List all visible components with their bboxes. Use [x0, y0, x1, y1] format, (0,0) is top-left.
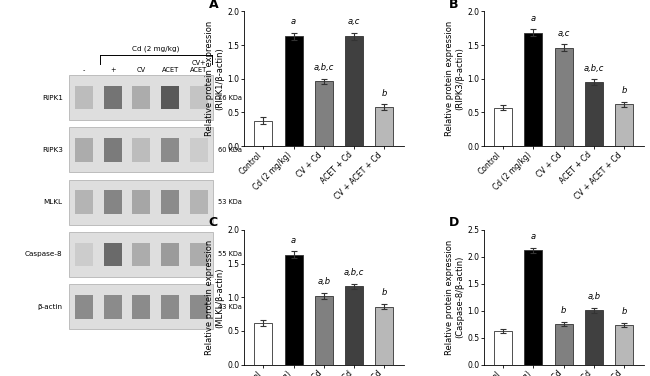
Bar: [190, 243, 208, 266]
Text: a: a: [291, 236, 296, 245]
Bar: [554, 324, 573, 365]
Text: RIPK3: RIPK3: [42, 147, 62, 153]
Text: a,c: a,c: [348, 17, 360, 26]
Bar: [70, 75, 213, 120]
Text: CV+
ACET: CV+ ACET: [190, 60, 207, 73]
Y-axis label: Relative protein expression
(RIPK3/β-actin): Relative protein expression (RIPK3/β-act…: [445, 21, 465, 136]
Bar: [615, 105, 633, 146]
Y-axis label: Relative protein expression
(MLKL/β-actin): Relative protein expression (MLKL/β-acti…: [205, 240, 225, 355]
Text: β-actin: β-actin: [38, 304, 62, 310]
Bar: [585, 310, 603, 365]
Bar: [190, 138, 208, 162]
Bar: [585, 82, 603, 146]
Text: a: a: [291, 17, 296, 26]
Bar: [104, 86, 122, 109]
Text: +: +: [110, 67, 115, 73]
Bar: [161, 86, 179, 109]
Text: 43 KDa: 43 KDa: [218, 304, 242, 310]
Bar: [190, 295, 208, 318]
Text: D: D: [448, 216, 459, 229]
Bar: [75, 190, 93, 214]
Bar: [70, 127, 213, 173]
Text: -: -: [83, 67, 85, 73]
Bar: [104, 138, 122, 162]
Y-axis label: Relative protein expression
(Caspase-8/β-actin): Relative protein expression (Caspase-8/β…: [445, 240, 465, 355]
Bar: [133, 190, 150, 214]
Bar: [315, 82, 333, 146]
Bar: [254, 323, 272, 365]
Text: 60 KDa: 60 KDa: [218, 147, 242, 153]
Bar: [375, 307, 393, 365]
Bar: [161, 138, 179, 162]
Bar: [104, 295, 122, 318]
Text: Caspase-8: Caspase-8: [25, 252, 62, 258]
Bar: [254, 121, 272, 146]
Bar: [70, 232, 213, 277]
Bar: [133, 86, 150, 109]
Bar: [161, 295, 179, 318]
Bar: [190, 86, 208, 109]
Text: b: b: [621, 307, 627, 316]
Text: a,b,c: a,b,c: [584, 64, 604, 73]
Text: a,b,c: a,b,c: [344, 268, 364, 277]
Bar: [75, 86, 93, 109]
Text: CV: CV: [137, 67, 146, 73]
Bar: [190, 190, 208, 214]
Bar: [104, 243, 122, 266]
Text: B: B: [448, 0, 458, 11]
Bar: [525, 250, 543, 365]
Text: ACET: ACET: [162, 67, 179, 73]
Text: b: b: [621, 86, 627, 95]
Bar: [375, 107, 393, 146]
Text: C: C: [209, 216, 218, 229]
Text: A: A: [209, 0, 218, 11]
Text: a,b: a,b: [317, 277, 330, 287]
Text: b: b: [382, 89, 387, 98]
Bar: [345, 287, 363, 365]
Text: a: a: [531, 232, 536, 241]
Bar: [615, 325, 633, 365]
Text: MLKL: MLKL: [44, 199, 62, 205]
Bar: [345, 36, 363, 146]
Bar: [161, 243, 179, 266]
Text: a,b,c: a,b,c: [313, 63, 334, 72]
Bar: [75, 243, 93, 266]
Bar: [133, 295, 150, 318]
Bar: [285, 36, 303, 146]
Bar: [554, 48, 573, 146]
Y-axis label: Relative protein expression
(RIPK1/β-actin): Relative protein expression (RIPK1/β-act…: [205, 21, 225, 136]
Bar: [494, 331, 512, 365]
Bar: [494, 108, 512, 146]
Bar: [133, 243, 150, 266]
Text: b: b: [382, 288, 387, 297]
Text: 55 KDa: 55 KDa: [218, 252, 242, 258]
Bar: [133, 138, 150, 162]
Text: b: b: [561, 306, 566, 315]
Bar: [75, 295, 93, 318]
Text: a,c: a,c: [558, 29, 570, 38]
Text: a: a: [531, 14, 536, 23]
Text: Cd (2 mg/kg): Cd (2 mg/kg): [132, 45, 179, 52]
Text: 53 KDa: 53 KDa: [218, 199, 242, 205]
Bar: [70, 284, 213, 329]
Bar: [525, 33, 543, 146]
Text: 76 KDa: 76 KDa: [218, 94, 242, 100]
Bar: [104, 190, 122, 214]
Text: a,b: a,b: [587, 292, 601, 301]
Bar: [70, 179, 213, 225]
Bar: [285, 255, 303, 365]
Bar: [161, 190, 179, 214]
Text: RIPK1: RIPK1: [42, 94, 62, 100]
Bar: [75, 138, 93, 162]
Bar: [315, 296, 333, 365]
